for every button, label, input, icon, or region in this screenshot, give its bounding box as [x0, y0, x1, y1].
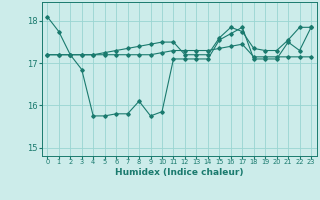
X-axis label: Humidex (Indice chaleur): Humidex (Indice chaleur) — [115, 168, 244, 177]
